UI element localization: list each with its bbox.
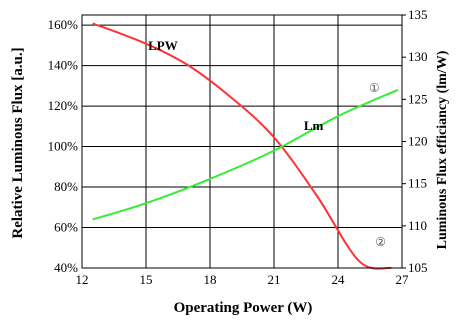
y-right-tick-label: 120 [408, 134, 428, 149]
y-left-tick-label: 40% [54, 260, 78, 275]
tick-labels: 12 15 18 21 24 27 40% 60% 80% 100% 120% 140% 160% 105… [48, 7, 428, 287]
series-marker-lm: ① [369, 81, 380, 95]
y-right-tick-label: 105 [408, 260, 428, 275]
y-left-tick-label: 120% [48, 98, 79, 113]
series-marker-lpw: ② [375, 235, 386, 249]
x-tick-label: 15 [140, 272, 153, 287]
y-right-tick-label: 135 [408, 7, 428, 22]
x-tick-label: 27 [396, 272, 410, 287]
grid [81, 14, 406, 269]
y-left-tick-label: 60% [54, 220, 78, 235]
x-axis-title: Operating Power (W) [174, 300, 313, 316]
y-right-tick-label: 125 [408, 91, 428, 106]
y-left-tick-label: 140% [48, 58, 79, 73]
x-tick-label: 21 [268, 272, 281, 287]
y-left-tick-label: 160% [48, 17, 79, 32]
y-left-tick-label: 100% [48, 139, 79, 154]
series-label-lpw: LPW [148, 38, 178, 53]
x-tick-label: 12 [76, 272, 89, 287]
y-right-tick-label: 130 [408, 49, 428, 64]
plot-frame [81, 14, 403, 269]
y-right-tick-label: 115 [408, 176, 427, 191]
y-left-tick-label: 80% [54, 179, 78, 194]
y-left-axis-title: Relative Luminous Flux [a.u.] [10, 47, 26, 238]
series-line-lpw [92, 22, 392, 270]
series-lines: LPW Lm ① ② [92, 22, 399, 270]
y-right-axis-title: Luminous Flux efficiancy (lm/W) [435, 50, 450, 249]
series-line-lm [92, 88, 399, 221]
x-tick-label: 18 [204, 272, 217, 287]
y-right-tick-label: 110 [408, 218, 427, 233]
series-label-lm: Lm [304, 118, 324, 133]
x-tick-label: 24 [332, 272, 346, 287]
